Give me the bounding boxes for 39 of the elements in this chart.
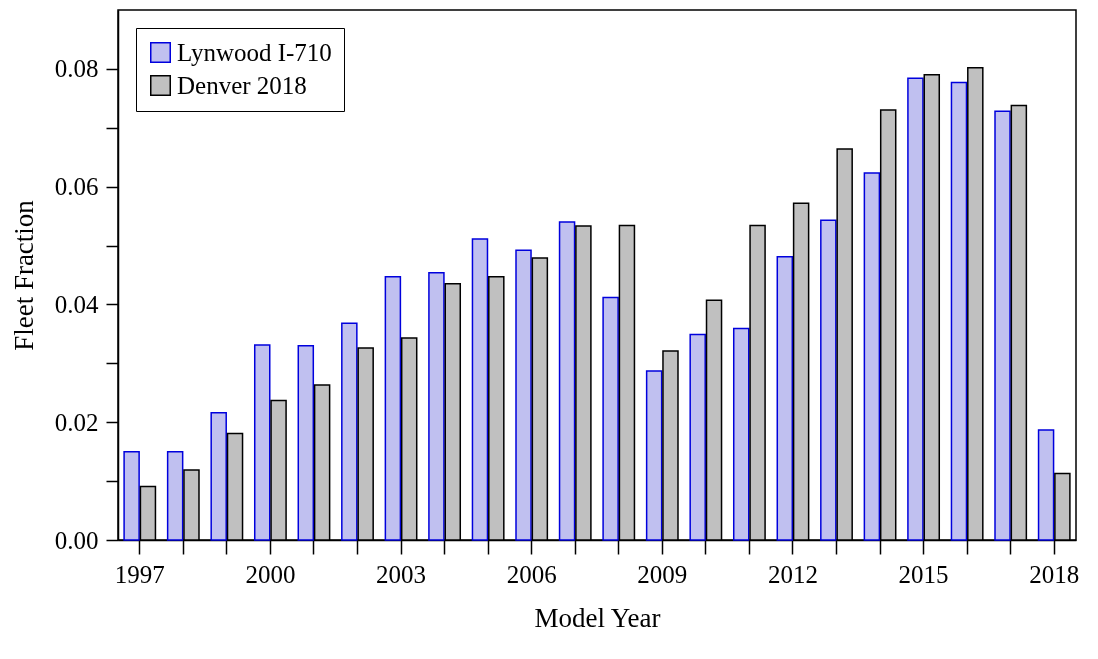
bar xyxy=(950,81,968,541)
bar xyxy=(776,255,794,541)
bar xyxy=(1037,429,1055,541)
legend-label: Denver 2018 xyxy=(177,71,307,99)
x-tick-label: 2012 xyxy=(767,560,818,588)
y-axis-title: Fleet Fraction xyxy=(8,199,39,351)
legend-label: Lynwood I-710 xyxy=(177,38,332,66)
bar xyxy=(602,296,619,541)
bar xyxy=(210,412,227,541)
y-tick-label: 0.06 xyxy=(54,173,99,201)
x-tick-label: 2018 xyxy=(1029,560,1080,588)
bar xyxy=(820,219,837,541)
bar xyxy=(428,271,445,541)
x-tick-label: 2003 xyxy=(376,560,427,588)
y-tick-label: 0.08 xyxy=(54,55,99,83)
bar xyxy=(297,344,315,541)
bar xyxy=(123,450,140,541)
x-tick-label: 2006 xyxy=(506,560,557,588)
bar xyxy=(645,370,663,541)
y-tick-label: 0.04 xyxy=(54,290,99,318)
bar xyxy=(558,221,576,541)
bar xyxy=(166,450,184,541)
bar xyxy=(994,110,1011,541)
bar xyxy=(732,327,750,541)
x-axis-title: Model Year xyxy=(534,602,661,633)
y-tick-label: 0.00 xyxy=(54,526,99,554)
bar xyxy=(384,276,402,541)
bar xyxy=(515,249,532,541)
x-tick-label: 1997 xyxy=(114,560,165,588)
bar xyxy=(907,77,924,541)
bar xyxy=(863,172,881,541)
bar xyxy=(341,322,358,541)
bar xyxy=(689,333,706,541)
bar xyxy=(471,238,489,541)
x-tick-label: 2009 xyxy=(637,560,688,588)
x-tick-label: 2000 xyxy=(245,560,296,588)
x-tick-label: 2015 xyxy=(898,560,949,588)
y-tick-label: 0.02 xyxy=(54,408,99,436)
bar xyxy=(253,344,271,541)
